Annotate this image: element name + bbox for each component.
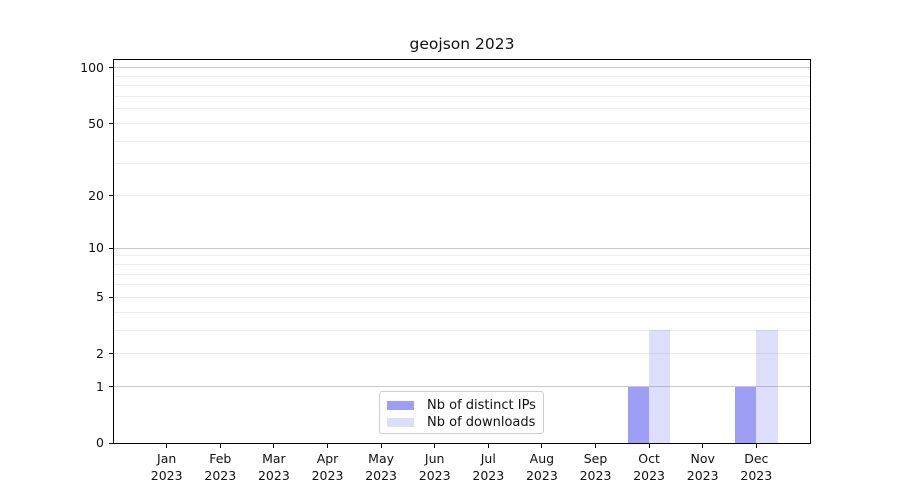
x-tick-year: 2023 bbox=[579, 468, 612, 483]
legend-item-downloads: Nb of downloads bbox=[387, 414, 543, 431]
x-tick-mark bbox=[327, 444, 328, 448]
legend-swatch-distinct-ips bbox=[387, 401, 414, 410]
x-tick-month: Oct bbox=[638, 451, 660, 466]
x-tick-mark bbox=[434, 444, 436, 448]
y-tick-label: 0 bbox=[96, 435, 104, 450]
x-tick-mark bbox=[487, 444, 489, 448]
gridline-minor bbox=[114, 195, 810, 197]
plot-area bbox=[113, 59, 811, 444]
x-tick-mark bbox=[755, 444, 757, 448]
gridline-minor bbox=[114, 263, 810, 265]
x-tick-mark bbox=[380, 444, 382, 448]
gridline-minor bbox=[114, 75, 810, 77]
x-tick-label: Jun 2023 bbox=[403, 450, 467, 484]
gridline-major bbox=[114, 67, 810, 69]
bar-distinct-ips-oct bbox=[627, 386, 650, 443]
x-tick-year: 2023 bbox=[311, 468, 344, 483]
x-tick-year: 2023 bbox=[257, 468, 290, 483]
x-tick-mark bbox=[541, 444, 543, 448]
x-tick-year: 2023 bbox=[150, 468, 183, 483]
x-tick-year: 2023 bbox=[633, 468, 665, 483]
gridline-minor bbox=[114, 255, 810, 257]
gridline-minor bbox=[114, 85, 810, 87]
x-tick-mark bbox=[648, 444, 650, 448]
x-tick-mark bbox=[273, 444, 275, 448]
x-tick-month: Jul bbox=[480, 451, 496, 466]
gridline-minor bbox=[114, 296, 810, 298]
gridline-minor bbox=[114, 163, 810, 165]
x-tick-year: 2023 bbox=[525, 468, 558, 483]
x-tick-label: Mar 2023 bbox=[242, 450, 306, 484]
x-tick-label: Nov 2023 bbox=[671, 450, 735, 484]
y-tick-mark bbox=[109, 296, 113, 298]
gridline-minor bbox=[114, 96, 810, 98]
x-tick-month: Feb bbox=[209, 451, 232, 466]
gridline-minor bbox=[114, 108, 810, 110]
x-tick-month: Mar bbox=[262, 451, 286, 466]
x-tick-month: Aug bbox=[529, 451, 555, 466]
y-tick-label: 1 bbox=[96, 378, 104, 394]
y-tick-mark bbox=[109, 386, 113, 388]
x-tick-label: Jul 2023 bbox=[456, 450, 520, 484]
bar-downloads-oct bbox=[649, 330, 671, 443]
x-tick-label: Dec 2023 bbox=[724, 450, 788, 484]
bar-distinct-ips-dec bbox=[734, 386, 757, 443]
x-tick-year: 2023 bbox=[204, 468, 237, 483]
y-tick-mark bbox=[109, 442, 113, 444]
gridline-minor bbox=[114, 140, 810, 142]
x-tick-year: 2023 bbox=[740, 468, 773, 483]
legend-label-downloads: Nb of downloads bbox=[427, 415, 536, 430]
y-tick-label: 50 bbox=[88, 115, 104, 131]
x-tick-month: Nov bbox=[690, 451, 715, 466]
x-tick-label: Feb 2023 bbox=[188, 450, 252, 484]
x-tick-month: Jan bbox=[157, 451, 177, 466]
legend-label-distinct-ips: Nb of distinct IPs bbox=[427, 398, 536, 413]
y-tick-label: 10 bbox=[88, 240, 104, 256]
gridline-minor bbox=[114, 353, 810, 355]
y-tick-label: 5 bbox=[96, 289, 104, 305]
legend-item-distinct-ips: Nb of distinct IPs bbox=[387, 397, 543, 414]
x-tick-month: Apr bbox=[316, 451, 339, 466]
x-tick-label: Aug 2023 bbox=[510, 450, 574, 484]
x-tick-year: 2023 bbox=[418, 468, 451, 483]
x-tick-year: 2023 bbox=[365, 468, 397, 483]
x-tick-mark bbox=[219, 444, 221, 448]
x-tick-label: Oct 2023 bbox=[617, 450, 681, 484]
x-tick-mark bbox=[702, 444, 704, 448]
x-tick-label: Sep 2023 bbox=[564, 450, 628, 484]
y-tick-label: 20 bbox=[88, 187, 104, 203]
x-tick-year: 2023 bbox=[472, 468, 505, 483]
gridline-major bbox=[114, 386, 810, 388]
y-tick-mark bbox=[109, 67, 113, 69]
x-tick-label: May 2023 bbox=[349, 450, 413, 484]
legend: Nb of distinct IPs Nb of downloads bbox=[379, 391, 544, 434]
x-tick-month: May bbox=[368, 451, 395, 466]
y-tick-label: 100 bbox=[80, 59, 104, 75]
x-tick-month: Sep bbox=[583, 451, 608, 466]
y-tick-mark bbox=[109, 247, 113, 249]
x-tick-year: 2023 bbox=[686, 468, 719, 483]
x-tick-month: Jun bbox=[424, 451, 445, 466]
gridline-minor bbox=[114, 284, 810, 286]
gridline-minor bbox=[114, 273, 810, 275]
x-tick-month: Dec bbox=[744, 451, 769, 466]
chart-title: geojson 2023 bbox=[409, 35, 515, 53]
x-tick-mark bbox=[595, 444, 596, 448]
x-tick-mark bbox=[166, 444, 168, 448]
gridline-minor bbox=[114, 311, 810, 313]
y-tick-label: 2 bbox=[96, 345, 104, 361]
y-tick-mark bbox=[109, 123, 113, 124]
legend-swatch-downloads bbox=[387, 418, 414, 427]
y-tick-mark bbox=[109, 353, 113, 355]
bar-downloads-dec bbox=[756, 330, 778, 443]
y-tick-mark bbox=[109, 195, 113, 197]
gridline-minor bbox=[114, 123, 810, 124]
x-tick-label: Apr 2023 bbox=[296, 450, 360, 484]
gridline-major bbox=[114, 247, 810, 249]
x-tick-label: Jan 2023 bbox=[135, 450, 199, 484]
gridline-minor bbox=[114, 329, 810, 331]
